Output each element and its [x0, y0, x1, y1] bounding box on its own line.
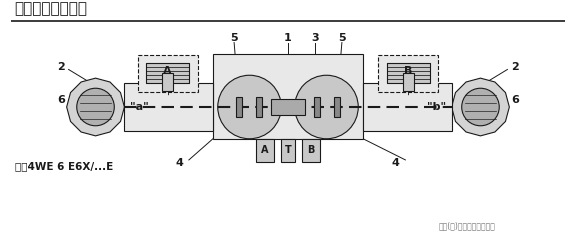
- Text: 型号4WE 6 E6X/...E: 型号4WE 6 E6X/...E: [14, 161, 113, 171]
- Text: 4: 4: [392, 158, 400, 168]
- Circle shape: [295, 75, 358, 139]
- Text: A: A: [261, 145, 268, 155]
- Bar: [363, 83, 452, 131]
- Bar: [403, 73, 414, 91]
- Text: 2: 2: [511, 62, 519, 72]
- Circle shape: [77, 88, 114, 126]
- Text: "a": "a": [130, 102, 149, 112]
- Bar: [314, 97, 320, 117]
- Text: A: A: [164, 67, 172, 76]
- Bar: [138, 55, 198, 92]
- Bar: [281, 139, 295, 162]
- Text: T: T: [285, 145, 291, 155]
- Bar: [124, 83, 213, 131]
- Bar: [236, 97, 242, 117]
- Text: B: B: [404, 67, 412, 76]
- Text: 3: 3: [311, 33, 319, 43]
- Text: 4: 4: [175, 158, 183, 168]
- Text: 1: 1: [284, 33, 292, 43]
- Bar: [334, 97, 340, 117]
- Polygon shape: [67, 78, 124, 136]
- Bar: [256, 139, 274, 162]
- Bar: [271, 99, 305, 115]
- Bar: [387, 63, 430, 83]
- Text: 引之(有)科技股份有限公司: 引之(有)科技股份有限公司: [439, 221, 496, 230]
- Circle shape: [462, 88, 499, 126]
- Text: 6: 6: [57, 95, 65, 105]
- Bar: [302, 139, 320, 162]
- Text: 功能说明，剖视图: 功能说明，剖视图: [14, 2, 88, 16]
- Polygon shape: [452, 78, 509, 136]
- Text: 6: 6: [511, 95, 519, 105]
- Text: 5: 5: [338, 33, 346, 43]
- Text: 2: 2: [57, 62, 65, 72]
- Bar: [146, 63, 189, 83]
- Bar: [213, 54, 363, 139]
- Circle shape: [218, 75, 281, 139]
- Text: B: B: [308, 145, 315, 155]
- Bar: [378, 55, 438, 92]
- Text: 5: 5: [230, 33, 238, 43]
- Text: "b": "b": [427, 102, 446, 112]
- Bar: [162, 73, 173, 91]
- Bar: [256, 97, 262, 117]
